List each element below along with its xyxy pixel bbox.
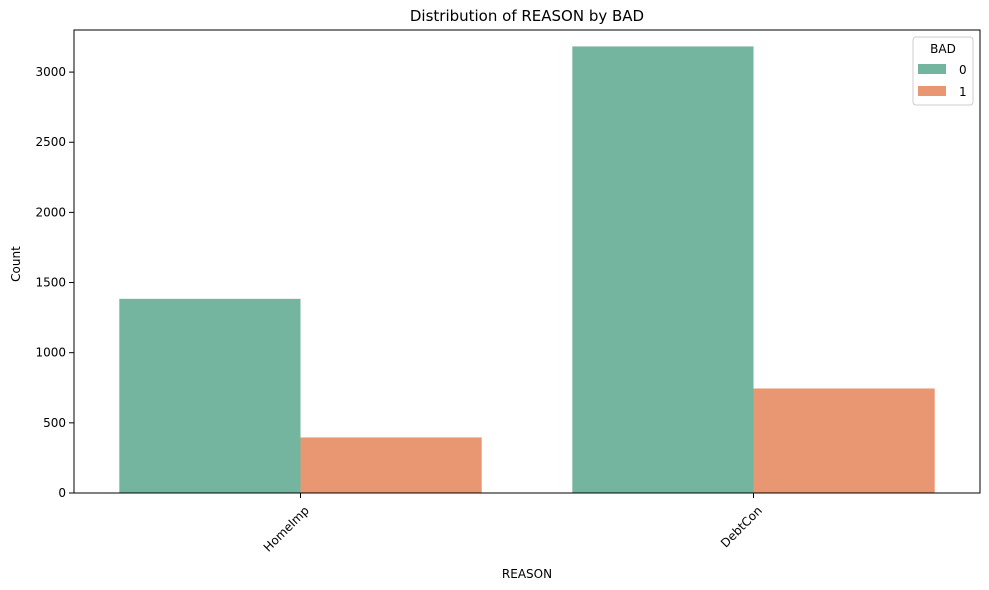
- legend-swatch-1: [918, 86, 946, 96]
- y-tick-label: 1000: [35, 346, 66, 360]
- x-axis-label: REASON: [502, 567, 552, 581]
- legend-label-0: 0: [959, 63, 967, 77]
- bar-homeimp-bad-0: [119, 298, 301, 493]
- plot-area: [119, 46, 935, 493]
- y-tick-label: 3000: [35, 65, 66, 79]
- y-axis-label: Count: [9, 246, 23, 282]
- y-tick-label: 0: [58, 486, 66, 500]
- x-axis: HomeImp DebtCon: [261, 493, 765, 555]
- y-tick-label: 1500: [35, 276, 66, 290]
- bar-debtcon-bad-1: [753, 388, 935, 493]
- legend-swatch-0: [918, 64, 946, 74]
- x-tick-label: DebtCon: [718, 503, 765, 550]
- y-axis: 0 500 1000 1500 2000 2500 3000: [35, 65, 74, 500]
- legend-label-1: 1: [959, 85, 967, 99]
- chart-title: Distribution of REASON by BAD: [410, 7, 644, 25]
- bar-debtcon-bad-0: [572, 46, 754, 493]
- axes-frame: [73, 29, 981, 494]
- x-tick-label: HomeImp: [261, 503, 312, 554]
- y-tick-label: 500: [43, 416, 66, 430]
- legend-title: BAD: [930, 42, 956, 56]
- y-tick-label: 2500: [35, 135, 66, 149]
- bar-homeimp-bad-1: [300, 437, 482, 493]
- y-tick-label: 2000: [35, 205, 66, 219]
